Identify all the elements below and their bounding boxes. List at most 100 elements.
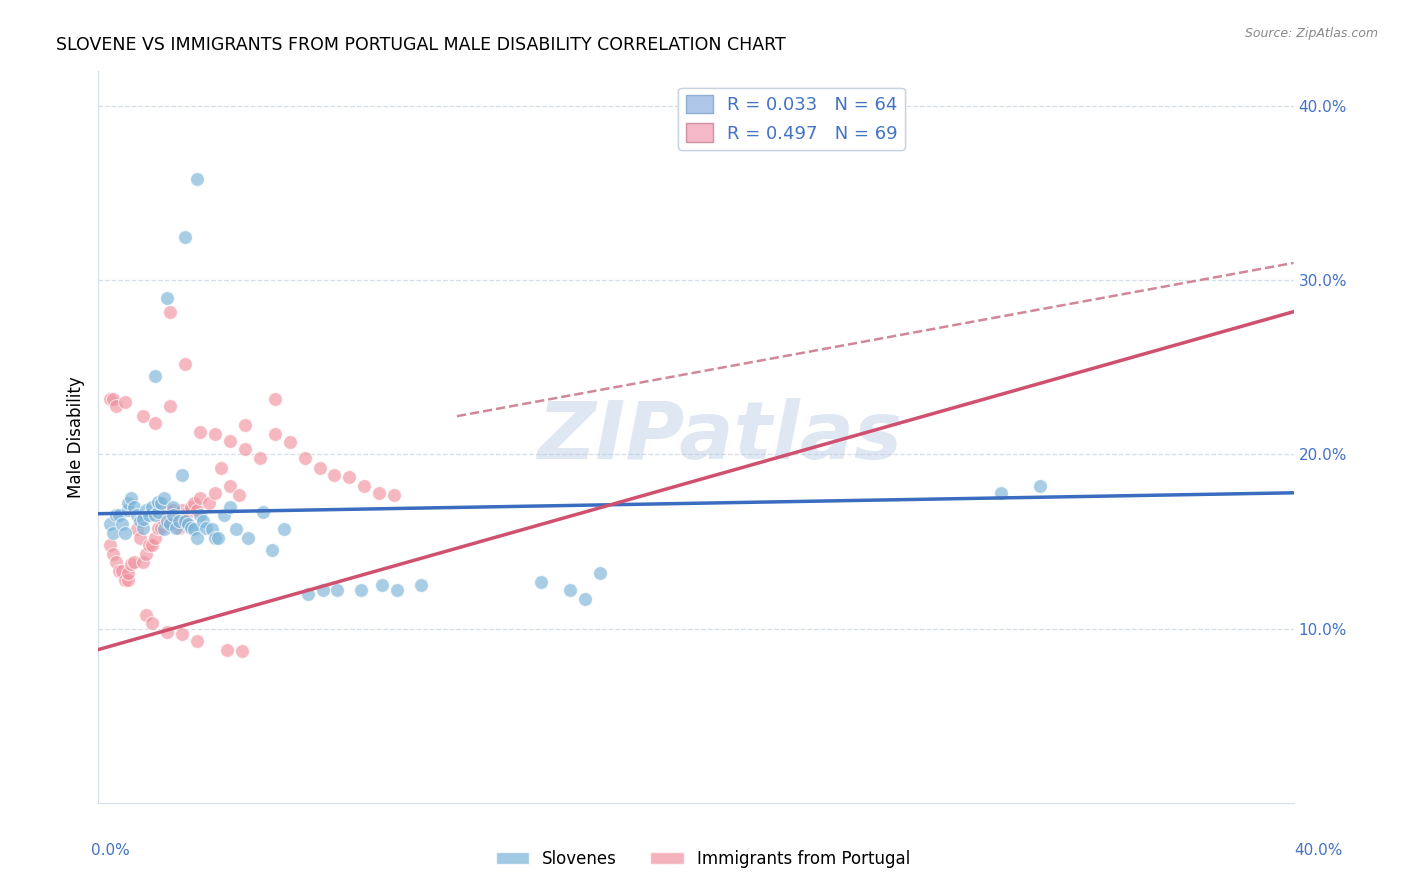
Point: [371, 578, 394, 592]
Point: [162, 500, 184, 514]
Point: [135, 503, 157, 517]
Point: [105, 508, 128, 523]
Point: [103, 525, 125, 540]
Legend: Slovenes, Immigrants from Portugal: Slovenes, Immigrants from Portugal: [489, 844, 917, 875]
Point: [127, 508, 149, 523]
Point: [201, 522, 224, 536]
Point: [326, 583, 349, 598]
Point: [225, 522, 247, 536]
Point: [132, 521, 155, 535]
Point: [249, 450, 271, 465]
Point: [183, 522, 205, 536]
Point: [143, 508, 166, 523]
Point: [141, 500, 163, 514]
Point: [162, 503, 184, 517]
Point: [148, 494, 170, 508]
Point: [177, 517, 200, 532]
Point: [172, 468, 194, 483]
Point: [188, 491, 211, 505]
Point: [159, 399, 181, 413]
Point: [98, 517, 122, 532]
Point: [186, 531, 208, 545]
Point: [183, 496, 205, 510]
Point: [148, 505, 170, 519]
Text: SLOVENE VS IMMIGRANTS FROM PORTUGAL MALE DISABILITY CORRELATION CHART: SLOVENE VS IMMIGRANTS FROM PORTUGAL MALE…: [56, 36, 786, 54]
Point: [153, 491, 176, 505]
Point: [135, 547, 157, 561]
Point: [98, 392, 122, 406]
Point: [191, 514, 214, 528]
Text: 0.0%: 0.0%: [91, 843, 131, 858]
Point: [103, 547, 125, 561]
Point: [411, 578, 433, 592]
Point: [167, 514, 190, 528]
Point: [132, 409, 155, 424]
Point: [138, 538, 160, 552]
Point: [159, 517, 181, 532]
Point: [294, 450, 316, 465]
Point: [273, 522, 295, 536]
Point: [530, 574, 553, 589]
Point: [260, 543, 283, 558]
Point: [117, 503, 139, 517]
Point: [353, 479, 375, 493]
Point: [186, 633, 208, 648]
Point: [117, 573, 139, 587]
Point: [98, 538, 122, 552]
Point: [368, 485, 391, 500]
Point: [252, 505, 274, 519]
Point: [172, 627, 194, 641]
Point: [114, 573, 136, 587]
Point: [141, 538, 163, 552]
Point: [124, 556, 146, 570]
Point: [165, 514, 187, 528]
Point: [153, 514, 176, 528]
Point: [990, 485, 1012, 500]
Point: [188, 508, 211, 523]
Point: [174, 514, 197, 528]
Point: [114, 525, 136, 540]
Point: [236, 531, 259, 545]
Legend: R = 0.033   N = 64, R = 0.497   N = 69: R = 0.033 N = 64, R = 0.497 N = 69: [678, 87, 905, 150]
Point: [233, 417, 256, 432]
Point: [219, 434, 242, 448]
Point: [129, 514, 152, 528]
Point: [159, 304, 181, 318]
Point: [560, 583, 582, 598]
Point: [297, 587, 319, 601]
Point: [156, 514, 179, 528]
Point: [174, 357, 197, 371]
Point: [204, 531, 226, 545]
Point: [156, 291, 179, 305]
Point: [188, 425, 211, 439]
Point: [350, 583, 373, 598]
Point: [105, 399, 128, 413]
Text: 40.0%: 40.0%: [1295, 843, 1343, 858]
Y-axis label: Male Disability: Male Disability: [66, 376, 84, 498]
Point: [219, 500, 242, 514]
Point: [111, 517, 134, 532]
Point: [186, 172, 208, 186]
Point: [150, 521, 173, 535]
Point: [339, 470, 361, 484]
Point: [311, 583, 333, 598]
Point: [215, 642, 238, 657]
Text: ZIPatlas: ZIPatlas: [537, 398, 903, 476]
Point: [180, 521, 202, 535]
Point: [212, 508, 235, 523]
Point: [156, 625, 179, 640]
Point: [111, 564, 134, 578]
Point: [129, 531, 152, 545]
Point: [108, 508, 131, 523]
Point: [204, 426, 226, 441]
Point: [233, 442, 256, 457]
Point: [219, 479, 242, 493]
Point: [127, 522, 149, 536]
Point: [180, 500, 202, 514]
Text: Source: ZipAtlas.com: Source: ZipAtlas.com: [1244, 27, 1378, 40]
Point: [143, 531, 166, 545]
Point: [177, 505, 200, 519]
Point: [153, 522, 176, 536]
Point: [138, 508, 160, 523]
Point: [148, 521, 170, 535]
